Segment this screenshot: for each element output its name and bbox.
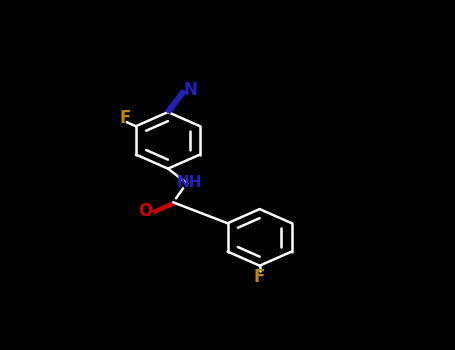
Text: F: F	[119, 109, 131, 127]
Text: N: N	[183, 81, 197, 99]
Text: NH: NH	[177, 175, 202, 190]
Text: O: O	[138, 202, 153, 220]
Text: F: F	[254, 268, 265, 286]
